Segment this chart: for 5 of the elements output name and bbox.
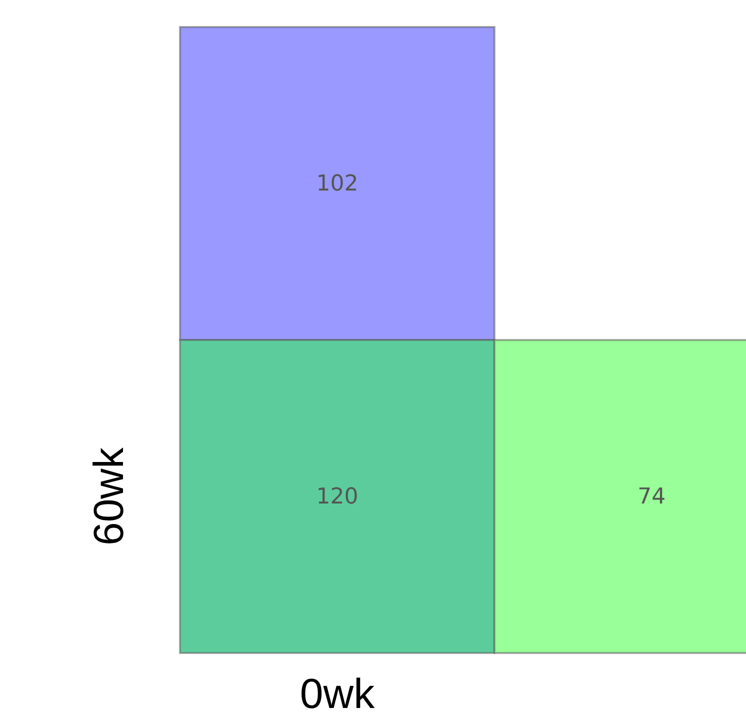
data-label: 102 (316, 172, 358, 196)
text: 0wk (300, 670, 376, 717)
text: 60wk (85, 446, 132, 546)
data-label: 74 (638, 484, 666, 510)
data-label: 120 (316, 484, 358, 510)
